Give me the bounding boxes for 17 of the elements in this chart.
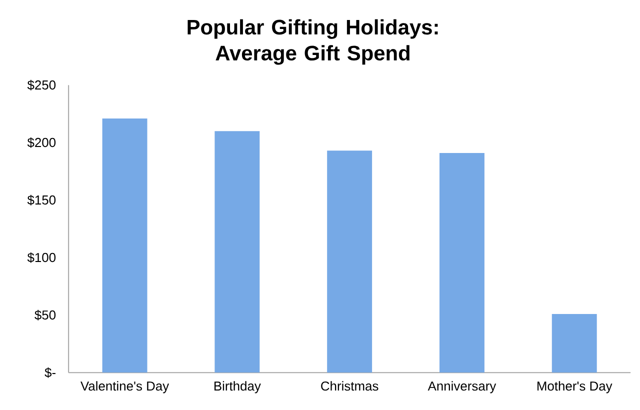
- x-tick-label: Valentine's Day: [80, 381, 170, 394]
- bar: [214, 131, 260, 373]
- y-tick-label: $150: [27, 194, 56, 206]
- bar: [439, 152, 484, 373]
- y-tick-label: $200: [27, 137, 56, 148]
- x-tick-label: Birthday: [214, 381, 261, 394]
- bar: [102, 118, 148, 373]
- x-tick-label: Mother's Day: [537, 381, 612, 394]
- y-tick-label: $-: [44, 367, 56, 378]
- y-tick-label: $50: [34, 310, 56, 320]
- y-tick-label: $250: [27, 80, 56, 90]
- y-tick-label: $100: [27, 252, 56, 263]
- bar: [552, 314, 597, 373]
- bar: [327, 150, 372, 373]
- chart-title: Popular Gifting Holidays: Average Gift Spend: [188, 19, 438, 65]
- x-tick-label: Anniversary: [428, 381, 496, 394]
- x-tick-label: Christmas: [321, 381, 378, 391]
